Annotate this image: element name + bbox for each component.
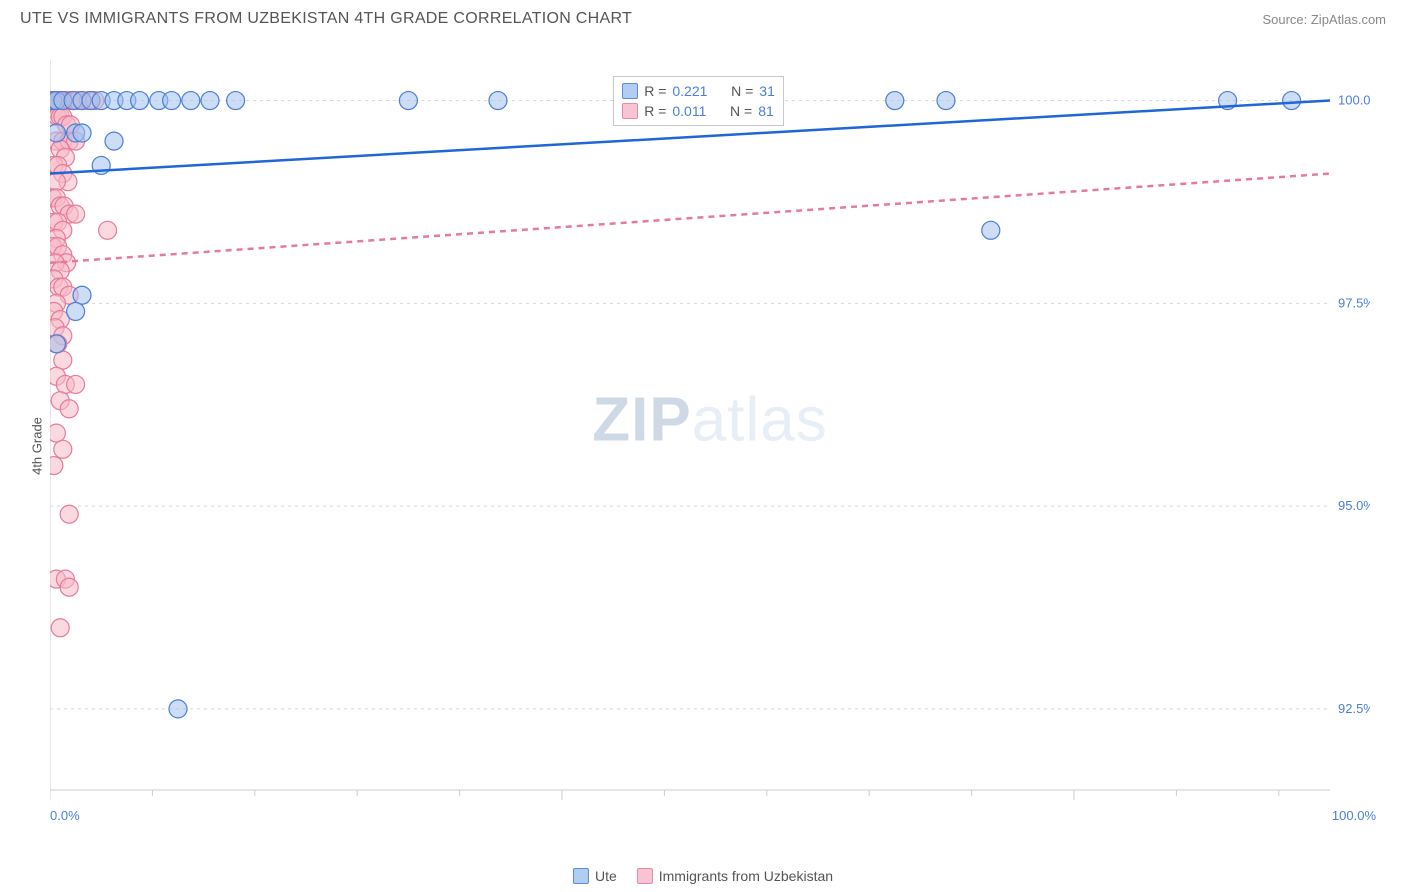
x-axis-start-label: 0.0% [50,808,80,823]
series-swatch-icon [622,103,638,119]
legend-item: Immigrants from Uzbekistan [637,868,833,884]
legend-item: Ute [573,868,617,884]
svg-text:100.0%: 100.0% [1338,93,1370,108]
scatter-plot: 92.5% 95.0% 97.5% 100.0% [50,50,1370,820]
x-axis-end-label: 100.0% [1332,808,1376,823]
svg-text:97.5%: 97.5% [1338,295,1370,310]
correlation-stats-box: R = 0.221 N = 31R = 0.011 N = 81 [613,76,784,126]
legend-label: Immigrants from Uzbekistan [659,868,833,884]
chart-header: UTE VS IMMIGRANTS FROM UZBEKISTAN 4TH GR… [0,0,1406,33]
chart-source: Source: ZipAtlas.com [1262,12,1386,27]
series-swatch-icon [622,83,638,99]
chart-title: UTE VS IMMIGRANTS FROM UZBEKISTAN 4TH GR… [20,10,632,28]
legend-label: Ute [595,868,617,884]
legend-swatch-icon [637,868,653,884]
chart-area: 92.5%95.0%97.5%100.0% ZIPatlas R = 0.221… [50,50,1370,820]
y-axis-label: 4th Grade [29,417,44,475]
stats-row: R = 0.011 N = 81 [622,101,775,121]
legend-swatch-icon [573,868,589,884]
svg-text:95.0%: 95.0% [1338,498,1370,513]
stats-row: R = 0.221 N = 31 [622,81,775,101]
svg-text:92.5%: 92.5% [1338,701,1370,716]
chart-legend: Ute Immigrants from Uzbekistan [573,868,833,884]
